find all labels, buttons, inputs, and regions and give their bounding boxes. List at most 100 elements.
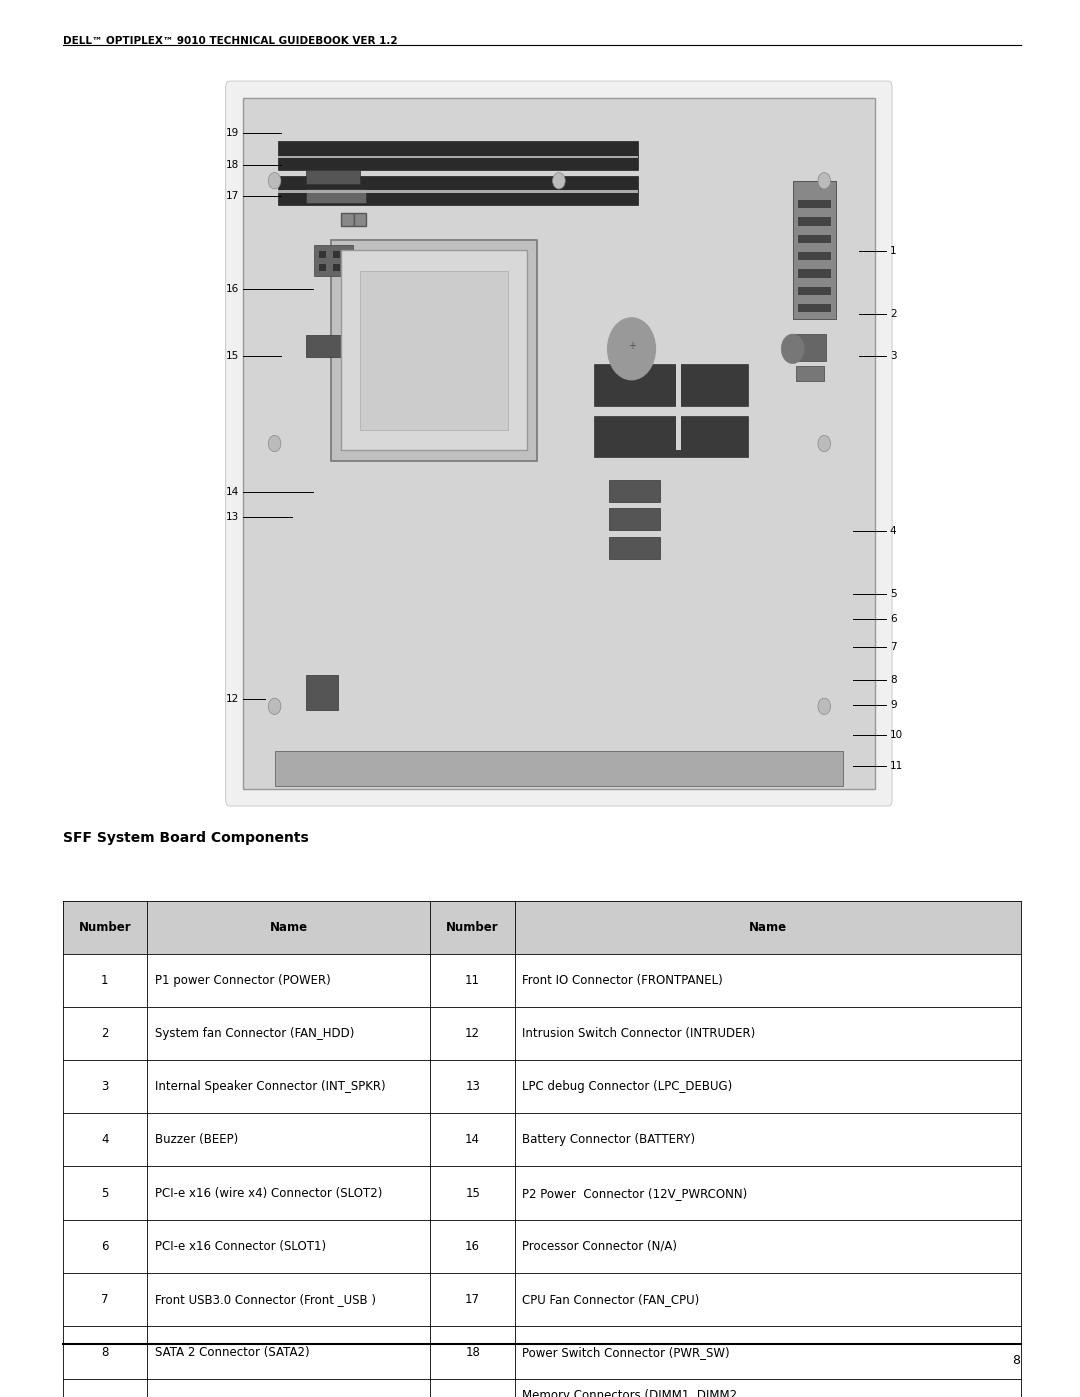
Bar [676, 342, 680, 398]
Bar [307, 170, 360, 184]
Bar [319, 251, 326, 258]
Bar [594, 365, 748, 405]
FancyBboxPatch shape [226, 81, 892, 806]
Text: LPC debug Connector (LPC_DEBUG): LPC debug Connector (LPC_DEBUG) [523, 1080, 732, 1094]
Bar [307, 335, 404, 358]
Bar [333, 264, 340, 271]
Bar [794, 334, 825, 360]
Text: 14: 14 [226, 486, 239, 497]
Text: PCI-e x16 Connector (SLOT1): PCI-e x16 Connector (SLOT1) [154, 1239, 326, 1253]
Bar [594, 416, 748, 457]
Text: 2: 2 [890, 309, 896, 320]
Bar [63, 1113, 1021, 1166]
Bar [63, 1220, 1021, 1273]
Bar [63, 1166, 1021, 1220]
Circle shape [268, 173, 281, 189]
Circle shape [781, 334, 804, 363]
Text: Battery Connector (BATTERY): Battery Connector (BATTERY) [523, 1133, 696, 1147]
Circle shape [608, 317, 656, 380]
Text: 14: 14 [465, 1133, 481, 1147]
Bar [798, 305, 831, 312]
Text: 5: 5 [890, 588, 896, 599]
Text: 16: 16 [465, 1239, 481, 1253]
Text: 19: 19 [226, 127, 239, 138]
Text: 4: 4 [890, 525, 896, 536]
Text: 9: 9 [890, 700, 896, 711]
Text: 10: 10 [890, 729, 903, 740]
Bar [63, 1007, 1021, 1060]
Text: 7: 7 [102, 1292, 109, 1306]
Text: 17: 17 [226, 190, 239, 201]
Text: Internal Speaker Connector (INT_SPKR): Internal Speaker Connector (INT_SPKR) [154, 1080, 386, 1094]
Circle shape [818, 173, 831, 189]
Text: Front USB3.0 Connector (Front _USB ): Front USB3.0 Connector (Front _USB ) [154, 1292, 376, 1306]
Bar [278, 156, 638, 158]
Bar [464, 330, 489, 344]
Circle shape [268, 698, 281, 714]
Text: 11: 11 [465, 974, 481, 988]
Bar [609, 481, 660, 503]
Bar [333, 251, 340, 258]
Bar [307, 675, 338, 710]
Bar [278, 190, 638, 193]
Text: 12: 12 [465, 1027, 481, 1041]
Circle shape [818, 698, 831, 714]
Text: 17: 17 [465, 1292, 481, 1306]
Text: 2: 2 [102, 1027, 109, 1041]
Text: Front IO Connector (FRONTPANEL): Front IO Connector (FRONTPANEL) [523, 974, 724, 988]
Bar [63, 954, 1021, 1007]
Circle shape [268, 436, 281, 451]
Bar [63, 901, 1021, 954]
Text: Power Switch Connector (PWR_SW): Power Switch Connector (PWR_SW) [523, 1345, 730, 1359]
Bar [798, 218, 831, 226]
Text: 3: 3 [890, 351, 896, 362]
Text: DELL™ OPTIPLEX™ 9010 TECHNICAL GUIDEBOOK VER 1.2: DELL™ OPTIPLEX™ 9010 TECHNICAL GUIDEBOOK… [63, 36, 397, 46]
Bar [63, 1060, 1021, 1113]
Text: 8: 8 [102, 1345, 108, 1359]
Bar [307, 189, 366, 203]
Text: 5: 5 [102, 1186, 108, 1200]
Text: PCI-e x16 (wire x4) Connector (SLOT2): PCI-e x16 (wire x4) Connector (SLOT2) [154, 1186, 382, 1200]
Bar [798, 251, 831, 260]
Text: Number: Number [446, 921, 499, 935]
Bar [798, 286, 831, 295]
Bar [360, 271, 509, 430]
Bar [793, 180, 836, 319]
Bar [798, 270, 831, 278]
Text: Name: Name [270, 921, 308, 935]
Text: 11: 11 [890, 760, 903, 771]
Bar [796, 366, 824, 381]
Text: +: + [627, 341, 635, 351]
Bar [278, 176, 638, 205]
Bar [341, 250, 527, 450]
Bar [798, 235, 831, 243]
Bar [319, 264, 326, 271]
Text: P1 power Connector (POWER): P1 power Connector (POWER) [154, 974, 330, 988]
Bar [63, 1379, 1021, 1397]
Text: 13: 13 [465, 1080, 481, 1094]
Text: System fan Connector (FAN_HDD): System fan Connector (FAN_HDD) [154, 1027, 354, 1041]
Text: 15: 15 [226, 351, 239, 362]
Bar [274, 752, 843, 787]
Text: 13: 13 [226, 511, 239, 522]
Circle shape [553, 173, 565, 189]
Text: 12: 12 [226, 693, 239, 704]
Text: 8: 8 [1013, 1354, 1021, 1368]
Text: 16: 16 [226, 284, 239, 295]
Bar [243, 98, 875, 789]
Text: CPU Fan Connector (FAN_CPU): CPU Fan Connector (FAN_CPU) [523, 1292, 700, 1306]
Circle shape [818, 436, 831, 451]
Bar [353, 214, 366, 226]
Text: P2 Power  Connector (12V_PWRCONN): P2 Power Connector (12V_PWRCONN) [523, 1186, 747, 1200]
Text: SFF System Board Components: SFF System Board Components [63, 831, 309, 845]
Text: 4: 4 [102, 1133, 109, 1147]
Bar [609, 536, 660, 559]
Text: 7: 7 [890, 641, 896, 652]
Text: Number: Number [79, 921, 131, 935]
Text: 8: 8 [890, 675, 896, 686]
Bar [341, 214, 353, 226]
Bar [63, 1326, 1021, 1379]
Text: Intrusion Switch Connector (INTRUDER): Intrusion Switch Connector (INTRUDER) [523, 1027, 756, 1041]
Bar [332, 239, 537, 461]
Bar [314, 244, 353, 277]
